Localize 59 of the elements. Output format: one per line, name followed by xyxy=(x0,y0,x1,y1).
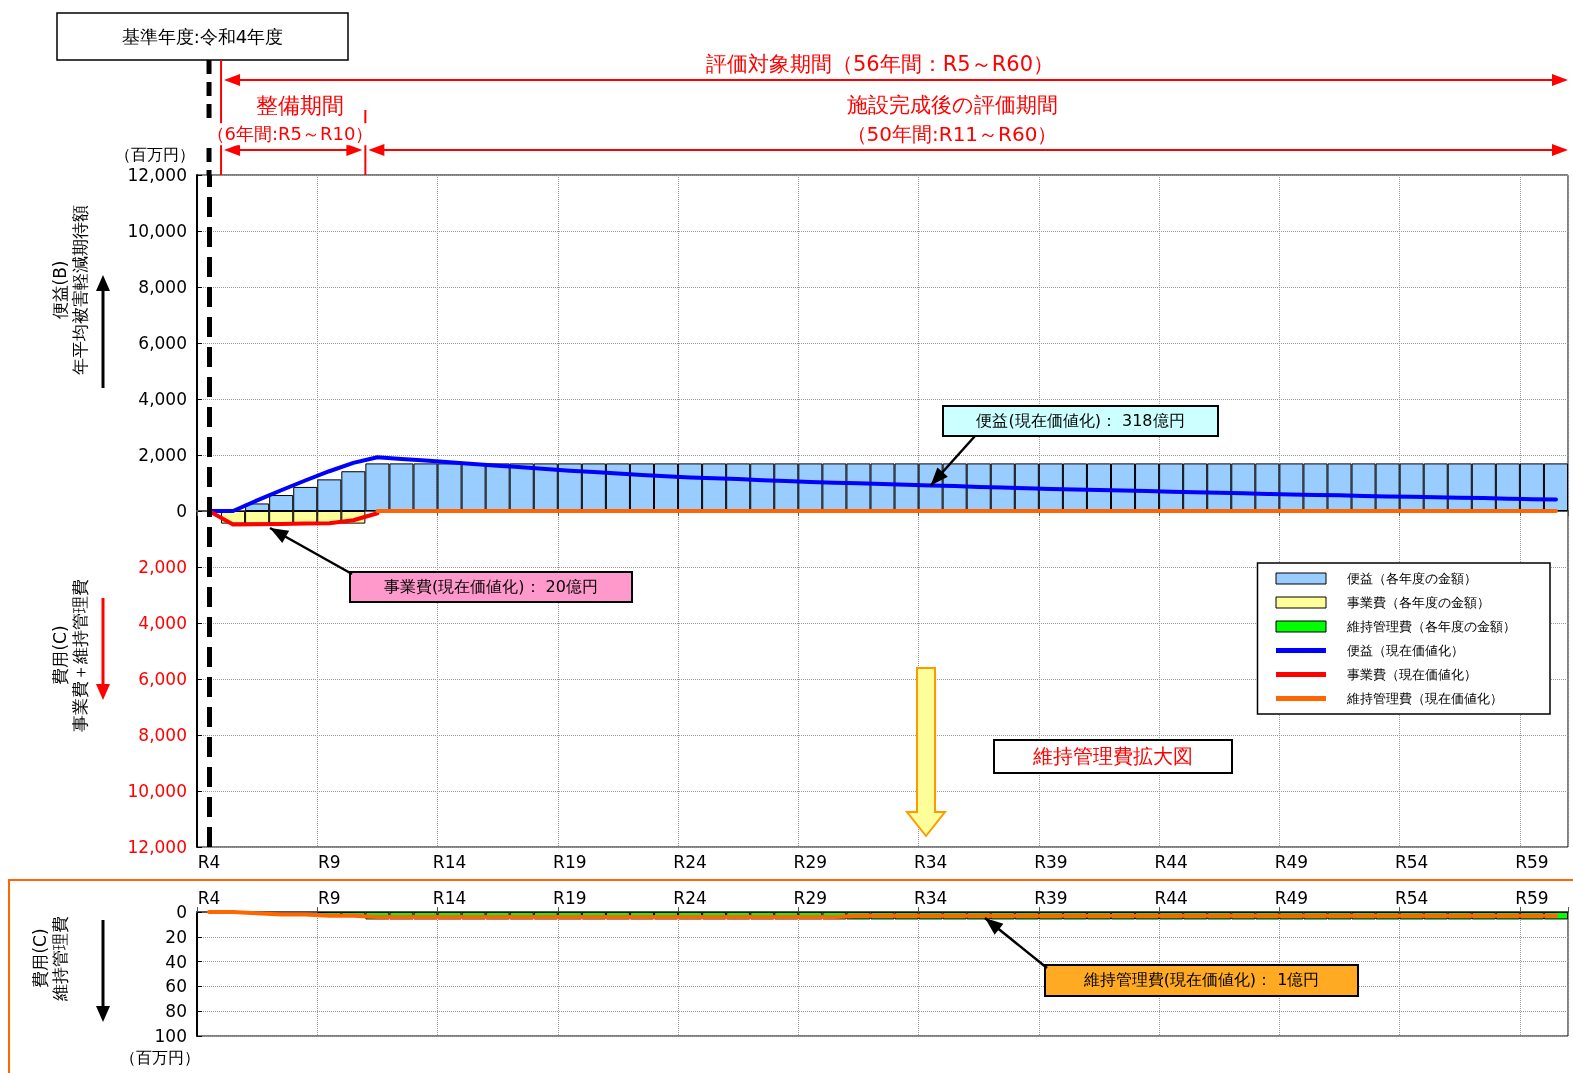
y-tick-label: 4,000 xyxy=(138,389,187,409)
legend-label: 維持管理費（各年度の金額） xyxy=(1346,619,1516,634)
y-tick-label: 12,000 xyxy=(127,837,187,857)
y-tick-label: 40 xyxy=(165,951,187,972)
text: 費用(C) 事業費＋維持管理費 xyxy=(49,578,91,732)
x-tick-label: R59 xyxy=(1515,851,1549,872)
x-tick-label: R59 xyxy=(1515,887,1549,908)
y-tick-label: 10,000 xyxy=(127,221,187,241)
text: 施設完成後の評価期間 xyxy=(846,93,1058,119)
x-tick-label: R44 xyxy=(1154,851,1188,872)
x-tick-label: R24 xyxy=(673,887,707,908)
legend-label: 便益（各年度の金額） xyxy=(1347,571,1477,586)
x-tick-label: R49 xyxy=(1274,851,1309,872)
x-tick-label: R44 xyxy=(1154,887,1188,908)
x-tick-label: R19 xyxy=(553,887,587,908)
text: （百万円） xyxy=(120,1048,200,1068)
text: （50年間:R11～R60） xyxy=(843,122,1061,146)
text: 整備期間 xyxy=(256,92,344,120)
text: （百万円） xyxy=(115,145,195,165)
y-tick-label: 80 xyxy=(165,1001,187,1022)
y-tick-label: 60 xyxy=(165,976,187,997)
y-tick-label: 100 xyxy=(154,1026,187,1046)
y-axis-title: 便益(B) 年平均被害軽減期待額 xyxy=(49,205,91,375)
x-tick-label: R24 xyxy=(673,851,707,872)
y-tick-label: 8,000 xyxy=(138,277,187,297)
x-tick-label: R34 xyxy=(913,887,948,908)
legend-label: 事業費（現在価値化） xyxy=(1347,667,1477,682)
x-tick-label: R39 xyxy=(1034,851,1068,872)
y-tick-label: 12,000 xyxy=(127,165,187,185)
legend-label: 維持管理費（現在価値化） xyxy=(1346,691,1503,706)
y-tick-label: 4,000 xyxy=(138,613,187,633)
x-tick-label: R49 xyxy=(1274,887,1309,908)
x-tick-label: R14 xyxy=(432,851,467,872)
x-tick-label: R54 xyxy=(1394,887,1429,908)
legend-label: 事業費（各年度の金額） xyxy=(1347,595,1490,610)
x-tick-label: R19 xyxy=(553,851,587,872)
y-axis-title: 費用(C) 維持管理費 xyxy=(29,915,71,1001)
y-tick-label: 6,000 xyxy=(138,669,187,689)
y-tick-label: 2,000 xyxy=(138,445,187,465)
x-tick-label: R14 xyxy=(432,887,467,908)
x-tick-label: R9 xyxy=(317,851,341,872)
x-tick-label: R4 xyxy=(197,887,221,908)
x-tick-label: R34 xyxy=(913,851,948,872)
text: 評価対象期間（56年間：R5～R60） xyxy=(703,52,1057,78)
x-tick-label: R39 xyxy=(1034,887,1068,908)
x-tick-label: R9 xyxy=(317,887,341,908)
y-tick-label: 0 xyxy=(176,902,187,922)
y-tick-label: 0 xyxy=(176,501,187,521)
x-tick-label: R29 xyxy=(793,887,828,908)
text: （6年間:R5～R10） xyxy=(203,123,377,145)
x-tick-label: R54 xyxy=(1394,851,1429,872)
legend-label: 便益（現在価値化） xyxy=(1347,643,1464,658)
y-tick-label: 20 xyxy=(165,926,187,947)
y-tick-label: 8,000 xyxy=(138,725,187,745)
x-tick-label: R4 xyxy=(197,851,221,872)
y-tick-label: 10,000 xyxy=(127,781,187,801)
y-tick-label: 2,000 xyxy=(138,557,187,577)
x-tick-label: R29 xyxy=(793,851,828,872)
y-tick-label: 6,000 xyxy=(138,333,187,353)
